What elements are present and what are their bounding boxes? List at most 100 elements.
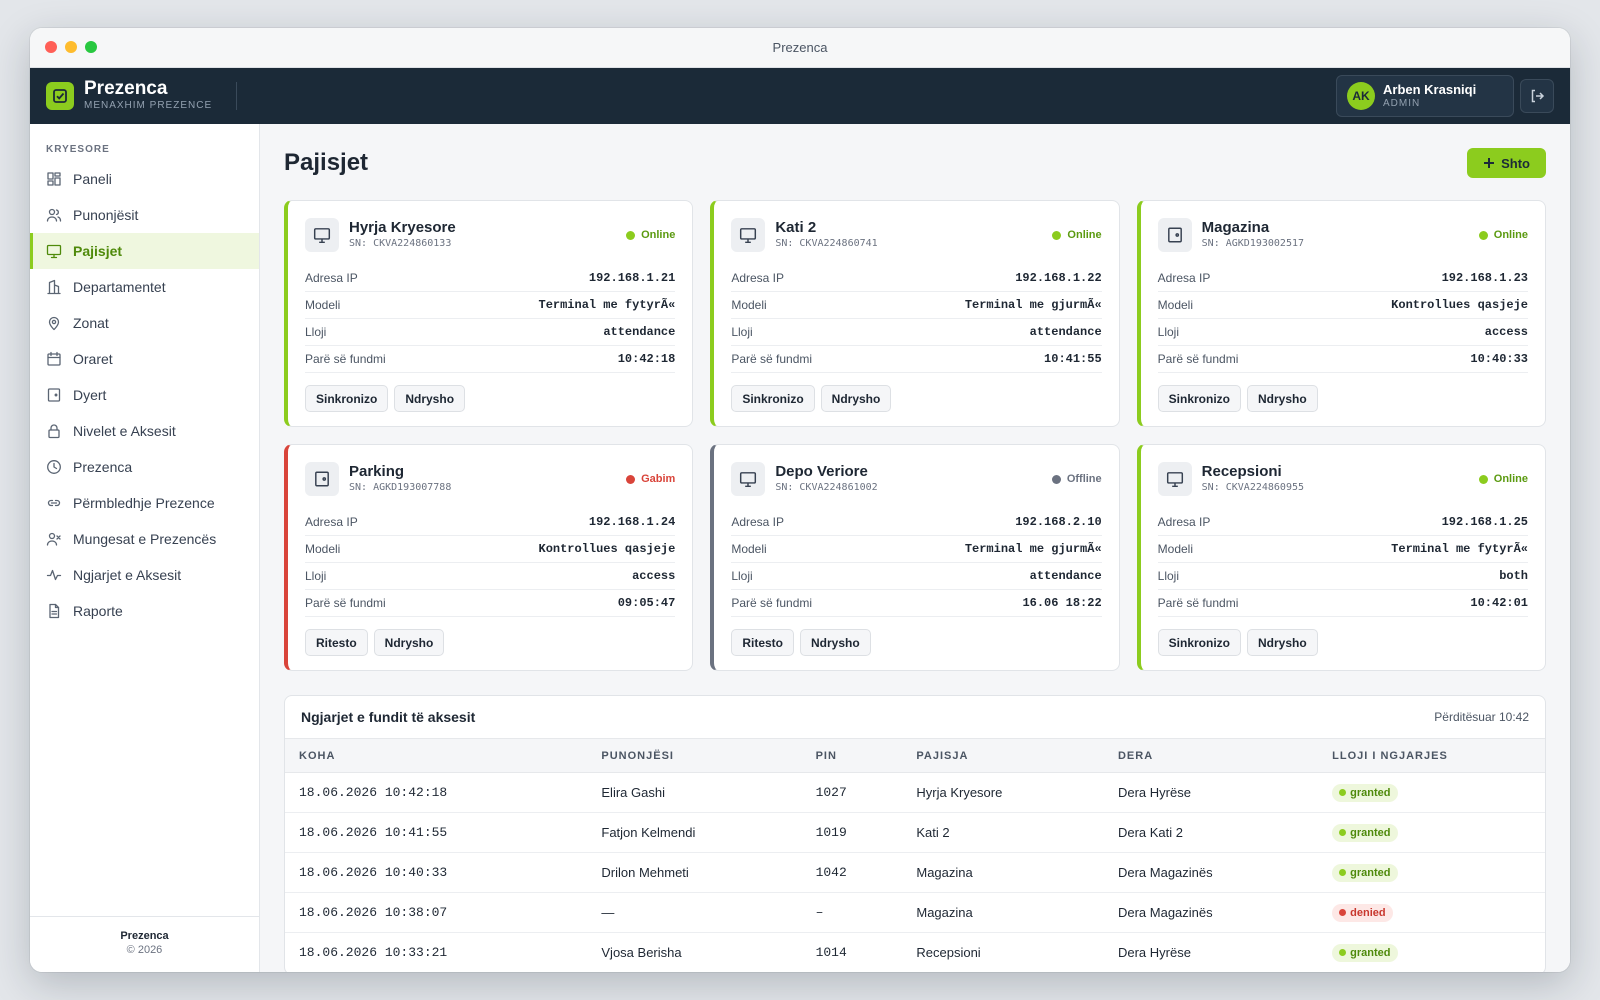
table-header-row: KOHA PUNONJËSI PIN PAJISJA DERA LLOJI I NGJAR… [285, 738, 1545, 773]
table-row[interactable]: 18.06.2026 10:33:21 Vjosa Berisha 1014 Rece… [285, 932, 1545, 972]
status-badge: Offline [1051, 473, 1102, 485]
status-label: Online [1493, 473, 1528, 485]
table-row[interactable]: 18.06.2026 10:41:55 Fatjon Kelmendi 1019 Ka… [285, 812, 1545, 853]
device-card: Hyrja Kryesore SN: CKVA224860133 Online … [284, 200, 694, 427]
retest-button[interactable]: Ritesto [731, 629, 794, 656]
last-seen-label: Parë së fundmi [1157, 596, 1239, 610]
sidebar-item-label: Ngjarjet e Aksesit [73, 567, 182, 583]
column-header: PUNONJËSI [601, 749, 674, 762]
employee-name-cell: Fatjon Kelmendi [587, 812, 802, 853]
model-label: Modeli [731, 298, 767, 312]
users-icon [46, 208, 62, 222]
sidebar-item-link[interactable]: Përmbledhje Prezence [30, 485, 259, 521]
device-row-model: Modeli Kontrollues qasjeje [1157, 292, 1528, 319]
type-value: attendance [1029, 569, 1102, 583]
badge-dot-icon [1339, 789, 1347, 796]
last-seen-label: Parë së fundmi [731, 596, 813, 610]
logout-button[interactable] [1520, 79, 1554, 113]
title-bar: Prezenca [30, 28, 1570, 68]
user-menu[interactable]: AK Arben Krasniqi ADMIN [1336, 75, 1514, 117]
employee-name-cell: Vjosa Berisha [587, 932, 802, 972]
sidebar-item-activity[interactable]: Ngjarjet e Aksesit [30, 557, 259, 593]
column-header: KOHA [299, 749, 336, 762]
event-type-label: granted [1350, 946, 1391, 959]
sidebar-item-lock[interactable]: Nivelet e Aksesit [30, 413, 259, 449]
device-card: Kati 2 SN: CKVA224860741 Online Adresa I… [710, 200, 1120, 427]
status-label: Online [641, 229, 676, 241]
event-type-badge: granted [1332, 783, 1398, 802]
sidebar-item-clock[interactable]: Prezenca [30, 449, 259, 485]
status-dot-icon [1478, 474, 1488, 484]
status-label: Gabim [641, 473, 676, 485]
sync-button[interactable]: Sinkronizo [1157, 385, 1241, 412]
badge-dot-icon [1339, 869, 1347, 876]
retest-button[interactable]: Ritesto [305, 629, 368, 656]
table-row[interactable]: 18.06.2026 10:40:33 Drilon Mehmeti 1042 Mag… [285, 852, 1545, 893]
model-value: Terminal me gjurmÃ« [964, 542, 1102, 556]
table-row[interactable]: 18.06.2026 10:42:18 Elira Gashi 1027 Hyrja … [285, 772, 1545, 813]
device-grid: Hyrja Kryesore SN: CKVA224860133 Online … [284, 200, 1546, 671]
sidebar-item-calendar[interactable]: Oraret [30, 341, 259, 377]
user-x-icon [46, 532, 61, 546]
column-header: LLOJI I NGJARJES [1332, 749, 1448, 762]
edit-button[interactable]: Ndrysho [1247, 629, 1318, 656]
table-row[interactable]: 18.06.2026 10:38:07— – Magazina Dera Magazi… [285, 892, 1545, 933]
sync-button[interactable]: Sinkronizo [1157, 629, 1241, 656]
employee-name-cell: — [587, 892, 802, 933]
header-divider [236, 82, 238, 110]
user-info: Arben Krasniqi ADMIN [1383, 82, 1476, 110]
avatar: AK [1347, 82, 1375, 110]
model-value: Kontrollues qasjeje [538, 542, 676, 556]
event-type-cell: granted [1318, 852, 1545, 893]
sidebar-item-door[interactable]: Dyert [30, 377, 259, 413]
device-name-cell: Hyrja Kryesore [902, 772, 1104, 813]
ip-label: Adresa IP [1157, 271, 1211, 285]
ip-value: 192.168.1.25 [1441, 515, 1528, 529]
lock-icon [48, 424, 60, 439]
device-name: Magazina [1201, 219, 1270, 236]
device-card: Magazina SN: AGKD193002517 Online Adresa… [1136, 200, 1546, 427]
sync-button[interactable]: Sinkronizo [305, 385, 389, 412]
sidebar-item-user-x[interactable]: Mungesat e Prezencës [30, 521, 259, 557]
edit-button[interactable]: Ndrysho [373, 629, 445, 656]
sidebar-item-monitor[interactable]: Pajisjet [30, 233, 259, 269]
device-row-model: Modeli Terminal me gjurmÃ« [731, 292, 1102, 319]
model-label: Modeli [305, 298, 341, 312]
door-name-cell: Dera Hyrëse [1103, 772, 1319, 813]
sidebar-item-map-pin[interactable]: Zonat [30, 305, 259, 341]
sync-button[interactable]: Sinkronizo [731, 385, 815, 412]
sidebar-item-file[interactable]: Raporte [30, 593, 259, 629]
logo-icon [46, 82, 74, 110]
main-content: Pajisjet Shto Hyrja Kryesore SN: CKVA224… [260, 124, 1570, 972]
footer-app-name: Prezenca [120, 930, 169, 942]
status-dot-icon [1478, 230, 1488, 240]
type-value: both [1499, 569, 1528, 583]
monitor-icon [1157, 462, 1192, 496]
door-name-cell: Dera Hyrëse [1103, 932, 1319, 972]
last-seen-label: Parë së fundmi [731, 352, 813, 366]
maximize-window-button[interactable] [85, 41, 97, 53]
edit-button[interactable]: Ndrysho [1247, 385, 1318, 412]
edit-button[interactable]: Ndrysho [800, 629, 871, 656]
activity-icon [46, 569, 62, 581]
sidebar-item-label: Dyert [73, 387, 107, 403]
device-name-cell: Kati 2 [902, 812, 1104, 853]
ip-label: Adresa IP [731, 515, 785, 529]
edit-button[interactable]: Ndrysho [394, 385, 466, 412]
model-value: Terminal me gjurmÃ« [964, 298, 1102, 312]
event-type-label: granted [1350, 826, 1391, 839]
sidebar-item-label: Paneli [73, 171, 112, 187]
sidebar-item-building[interactable]: Departamentet [30, 269, 259, 305]
edit-button[interactable]: Ndrysho [820, 385, 892, 412]
ip-value: 192.168.1.22 [1015, 271, 1102, 285]
add-device-button[interactable]: Shto [1467, 148, 1546, 178]
model-value: Terminal me fytyrÃ« [1391, 542, 1528, 556]
sidebar-item-label: Pajisjet [73, 243, 123, 259]
close-window-button[interactable] [45, 41, 57, 53]
type-label: Lloji [731, 325, 753, 339]
map-pin-icon [48, 316, 60, 331]
sidebar-section-title: KRYESORE [46, 144, 110, 155]
minimize-window-button[interactable] [65, 41, 77, 53]
sidebar-item-users[interactable]: Punonjësit [30, 197, 259, 233]
sidebar-item-dashboard[interactable]: Paneli [30, 161, 259, 197]
